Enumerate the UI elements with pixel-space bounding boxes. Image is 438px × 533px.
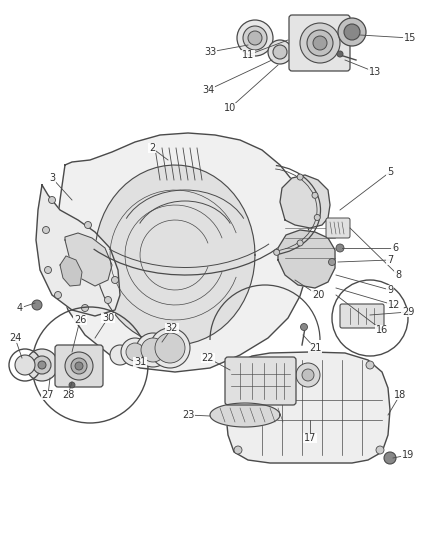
- Circle shape: [121, 338, 149, 366]
- Text: 33: 33: [204, 47, 216, 57]
- Circle shape: [237, 20, 273, 56]
- Text: 30: 30: [102, 313, 114, 323]
- Circle shape: [344, 24, 360, 40]
- Circle shape: [112, 277, 119, 284]
- Circle shape: [75, 362, 83, 370]
- Circle shape: [268, 40, 292, 64]
- Text: 24: 24: [9, 333, 21, 343]
- Circle shape: [337, 51, 343, 57]
- Text: 21: 21: [309, 343, 321, 353]
- Circle shape: [336, 244, 344, 252]
- Circle shape: [366, 361, 374, 369]
- Circle shape: [69, 382, 75, 388]
- Text: 28: 28: [62, 390, 74, 400]
- Circle shape: [71, 358, 87, 374]
- Circle shape: [234, 446, 242, 454]
- Circle shape: [384, 452, 396, 464]
- Circle shape: [81, 304, 88, 311]
- Circle shape: [376, 446, 384, 454]
- Text: 12: 12: [388, 300, 400, 310]
- Circle shape: [49, 197, 56, 204]
- FancyBboxPatch shape: [340, 304, 384, 328]
- Polygon shape: [95, 165, 255, 345]
- Text: 7: 7: [387, 255, 393, 265]
- Text: 18: 18: [394, 390, 406, 400]
- Circle shape: [136, 333, 170, 367]
- Polygon shape: [210, 403, 280, 427]
- Text: 27: 27: [42, 390, 54, 400]
- Polygon shape: [278, 230, 335, 288]
- Circle shape: [32, 300, 42, 310]
- Text: 22: 22: [202, 353, 214, 363]
- Circle shape: [54, 292, 61, 298]
- Circle shape: [314, 214, 320, 221]
- Circle shape: [105, 296, 112, 303]
- Polygon shape: [60, 256, 82, 286]
- Circle shape: [307, 30, 333, 56]
- Circle shape: [42, 227, 49, 233]
- Circle shape: [248, 31, 262, 45]
- Text: 19: 19: [402, 450, 414, 460]
- Polygon shape: [280, 175, 330, 228]
- Circle shape: [296, 363, 320, 387]
- Text: 8: 8: [395, 270, 401, 280]
- Text: 9: 9: [387, 285, 393, 295]
- Circle shape: [274, 249, 280, 255]
- Circle shape: [297, 174, 303, 180]
- Circle shape: [313, 36, 327, 50]
- Circle shape: [126, 343, 144, 361]
- Circle shape: [141, 338, 165, 362]
- Text: 15: 15: [404, 33, 416, 43]
- Circle shape: [65, 352, 93, 380]
- Text: 5: 5: [387, 167, 393, 177]
- FancyBboxPatch shape: [326, 218, 350, 238]
- Circle shape: [85, 222, 92, 229]
- Text: 6: 6: [392, 243, 398, 253]
- Polygon shape: [55, 133, 310, 372]
- Circle shape: [302, 369, 314, 381]
- Circle shape: [300, 324, 307, 330]
- Circle shape: [33, 356, 51, 374]
- Polygon shape: [226, 352, 390, 463]
- Circle shape: [312, 192, 318, 198]
- Circle shape: [273, 45, 287, 59]
- Circle shape: [150, 328, 190, 368]
- Circle shape: [155, 333, 185, 363]
- Circle shape: [45, 266, 52, 273]
- Text: 32: 32: [166, 323, 178, 333]
- Text: 4: 4: [17, 303, 23, 313]
- Text: 31: 31: [134, 357, 146, 367]
- Circle shape: [297, 240, 303, 246]
- Text: 34: 34: [202, 85, 214, 95]
- FancyBboxPatch shape: [225, 357, 296, 405]
- Polygon shape: [36, 185, 120, 316]
- FancyBboxPatch shape: [289, 15, 350, 71]
- Circle shape: [243, 26, 267, 50]
- Text: 11: 11: [242, 50, 254, 60]
- Circle shape: [244, 361, 252, 369]
- Text: 20: 20: [312, 290, 324, 300]
- Text: 13: 13: [369, 67, 381, 77]
- FancyBboxPatch shape: [55, 345, 103, 387]
- Text: 26: 26: [74, 315, 86, 325]
- Text: 2: 2: [149, 143, 155, 153]
- Circle shape: [300, 23, 340, 63]
- Polygon shape: [65, 233, 112, 286]
- Circle shape: [328, 259, 336, 265]
- Circle shape: [338, 18, 366, 46]
- Text: 29: 29: [402, 307, 414, 317]
- Circle shape: [15, 355, 35, 375]
- Text: 16: 16: [376, 325, 388, 335]
- Circle shape: [38, 361, 46, 369]
- Text: 3: 3: [49, 173, 55, 183]
- Text: 23: 23: [182, 410, 194, 420]
- Circle shape: [26, 349, 58, 381]
- Text: 10: 10: [224, 103, 236, 113]
- Text: 17: 17: [304, 433, 316, 443]
- Circle shape: [110, 345, 130, 365]
